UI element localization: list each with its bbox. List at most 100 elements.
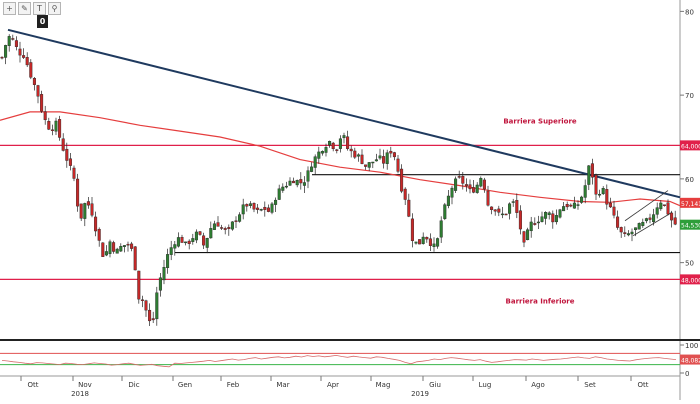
- candle-body: [11, 38, 15, 40]
- candle-body: [428, 238, 432, 246]
- crosshair-icon[interactable]: +: [3, 2, 16, 15]
- candle-body: [601, 188, 605, 195]
- candle-body: [130, 243, 134, 249]
- candle-body: [295, 180, 299, 186]
- candle-body: [263, 206, 267, 210]
- candle-body: [670, 212, 674, 221]
- candle-body: [382, 156, 386, 164]
- candle-body: [155, 292, 159, 320]
- candle-body: [194, 231, 198, 241]
- candle-body: [374, 159, 378, 162]
- candle-body: [544, 212, 548, 219]
- candle-body: [266, 207, 270, 212]
- candle-body: [180, 237, 184, 243]
- candle-body: [90, 203, 94, 216]
- candle-body: [104, 251, 108, 256]
- trendline: [7, 28, 681, 199]
- candle-body: [76, 178, 80, 207]
- pencil-icon[interactable]: ✎: [18, 2, 31, 15]
- price-label-box: [680, 140, 700, 151]
- text-tool-icon[interactable]: T: [33, 2, 46, 15]
- candle-body: [284, 185, 288, 188]
- candle-body: [356, 154, 360, 157]
- candle-body: [140, 299, 144, 301]
- candle-body: [274, 199, 278, 205]
- candle-body: [65, 148, 69, 161]
- candle-body: [61, 138, 65, 151]
- x-tick-label: Ago: [531, 381, 545, 389]
- x-tick-label: Apr: [327, 381, 339, 389]
- candle-body: [288, 180, 292, 186]
- x-tick-label: Feb: [227, 381, 240, 389]
- candle-body: [137, 270, 141, 300]
- candle-body: [583, 185, 587, 198]
- candle-body: [371, 161, 375, 164]
- candle-body: [454, 178, 458, 191]
- candle-body: [299, 179, 303, 184]
- candle-body: [493, 209, 497, 212]
- candle-body: [148, 309, 152, 322]
- candle-body: [608, 202, 612, 208]
- candle-body: [119, 246, 123, 252]
- candle-body: [173, 244, 177, 249]
- x-tick-label: Ott: [638, 381, 649, 389]
- candle-body: [4, 45, 8, 58]
- candle-body: [72, 167, 76, 179]
- candle-body: [385, 152, 389, 164]
- candle-body: [317, 151, 321, 159]
- candle-body: [461, 176, 465, 184]
- y-tick-label: 50: [685, 260, 694, 268]
- y-tick-label: 70: [685, 92, 694, 100]
- candle-body: [108, 241, 112, 254]
- candle-body: [644, 218, 648, 222]
- candle-body: [659, 202, 663, 210]
- candle-body: [576, 204, 580, 206]
- candle-body: [205, 238, 209, 248]
- x-tick-label: Mar: [276, 381, 289, 389]
- candle-body: [425, 236, 429, 240]
- rsi-line: [1, 354, 677, 368]
- candle-body: [184, 241, 188, 244]
- candle-body: [166, 254, 170, 269]
- candle-body: [36, 85, 40, 97]
- candle-body: [169, 247, 173, 255]
- price-label-box: [680, 219, 700, 230]
- candle-body: [630, 231, 634, 235]
- candle-body: [162, 267, 166, 281]
- candle-body: [392, 152, 396, 158]
- candle-body: [594, 174, 598, 195]
- candle-body: [612, 206, 616, 216]
- candle-body: [245, 204, 249, 207]
- candle-body: [342, 135, 346, 139]
- candle-body: [580, 196, 584, 203]
- candle-body: [551, 213, 555, 223]
- candle-body: [252, 203, 256, 210]
- candle-body: [619, 227, 623, 233]
- price-label: 57,1413: [681, 201, 700, 208]
- candle-body: [360, 154, 364, 164]
- candle-body: [522, 231, 526, 243]
- candle-body: [554, 215, 558, 223]
- candle-body: [482, 179, 486, 190]
- year-label: 2018: [71, 390, 89, 398]
- candle-body: [306, 170, 310, 182]
- candle-body: [7, 36, 11, 46]
- candle-body: [331, 142, 335, 150]
- candle-body: [457, 176, 461, 178]
- candle-body: [590, 163, 594, 178]
- candle-body: [414, 241, 418, 244]
- candle-body: [328, 141, 332, 146]
- candle-body: [490, 206, 494, 210]
- zoom-icon[interactable]: ⚲: [48, 2, 61, 15]
- candle-body: [86, 201, 90, 206]
- candle-body: [115, 248, 119, 254]
- candle-body: [346, 136, 350, 149]
- candle-body: [223, 228, 227, 230]
- candle-body: [234, 220, 238, 222]
- candle-body: [43, 111, 47, 121]
- candle-body: [220, 227, 224, 229]
- channel-line: [632, 212, 673, 237]
- candle-body: [238, 214, 242, 222]
